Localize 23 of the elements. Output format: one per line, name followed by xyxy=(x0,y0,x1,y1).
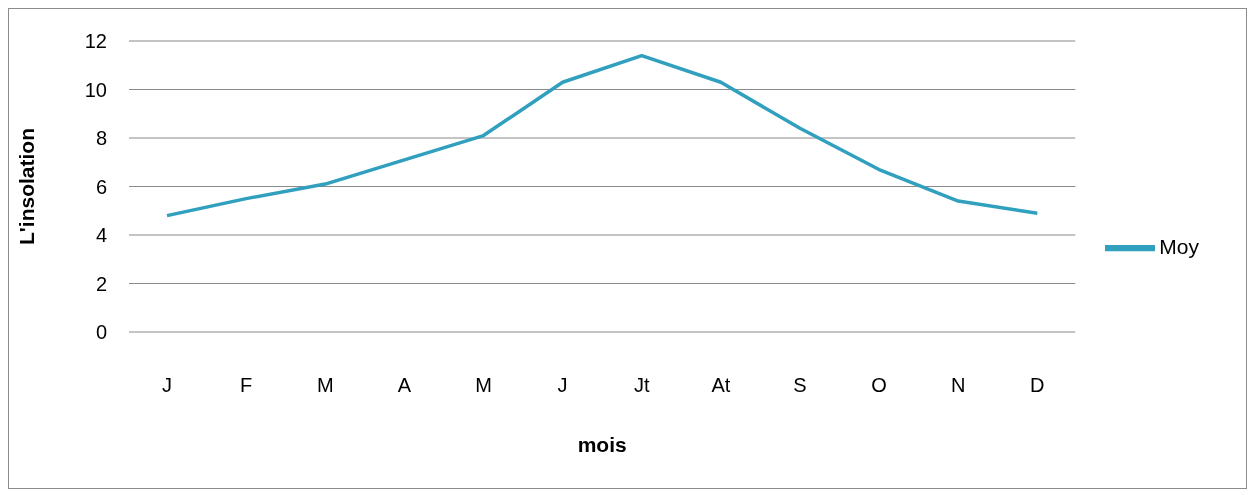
y-tick-label: 10 xyxy=(84,78,107,101)
line-series xyxy=(165,53,1040,218)
y-tick-label: 2 xyxy=(95,272,107,295)
x-tick-label: N xyxy=(950,374,966,397)
x-tick-label: F xyxy=(240,374,253,397)
x-tick-label: O xyxy=(871,374,887,397)
y-tick-label: 6 xyxy=(95,175,107,198)
x-tick-label: M xyxy=(316,374,334,397)
x-tick-label: M xyxy=(475,374,492,397)
y-tick-label: 0 xyxy=(95,321,107,344)
legend-label: Moy xyxy=(1159,234,1199,258)
y-tick-label: 4 xyxy=(95,224,107,247)
x-tick-label: A xyxy=(397,374,412,397)
x-tick-label: S xyxy=(793,374,807,397)
y-tick-label: 8 xyxy=(95,127,107,150)
x-tick-label: Jt xyxy=(633,374,650,397)
y-tick-label: 12 xyxy=(84,30,107,53)
y-axis-title: L'insolation xyxy=(15,128,39,245)
x-tick-label: At xyxy=(711,374,731,397)
x-tick-label: J xyxy=(557,374,568,397)
x-tick-label: D xyxy=(1030,374,1045,397)
x-tick-label: J xyxy=(162,374,172,397)
x-axis-title: mois xyxy=(577,433,627,456)
